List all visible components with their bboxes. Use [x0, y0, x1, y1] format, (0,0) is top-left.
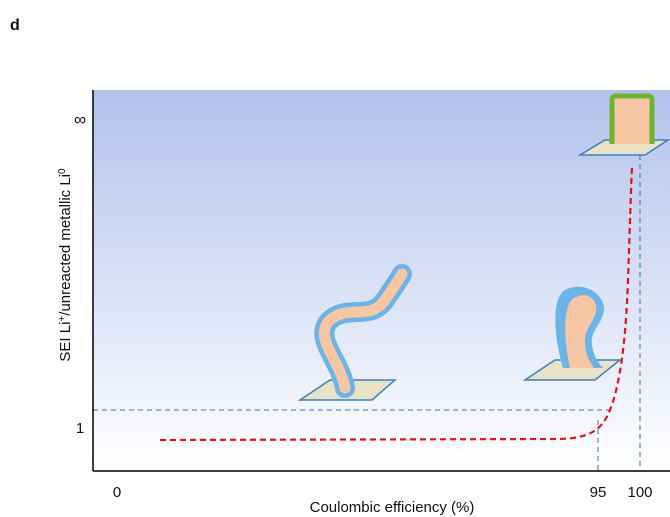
- x-tick-label: 0: [113, 484, 121, 501]
- y-label-text: /unreacted metallic Li: [57, 174, 74, 316]
- lithium-column: [612, 96, 652, 144]
- x-axis-label: Coulombic efficiency (%): [310, 499, 475, 516]
- figure: d 0 95 100 1 ∞ Coulombic efficiency (%) …: [0, 0, 670, 517]
- y-axis-label: SEI Li+/unreacted metallic Li0: [57, 168, 75, 362]
- plot-background: [93, 90, 670, 471]
- y-tick-label: ∞: [74, 110, 86, 129]
- y-tick-label: 1: [76, 420, 84, 437]
- panel-label: d: [10, 17, 20, 34]
- y-label-text: SEI Li: [57, 322, 74, 362]
- x-tick-label: 95: [590, 484, 607, 501]
- y-label-superscript: 0: [57, 168, 68, 174]
- x-tick-label: 100: [627, 484, 652, 501]
